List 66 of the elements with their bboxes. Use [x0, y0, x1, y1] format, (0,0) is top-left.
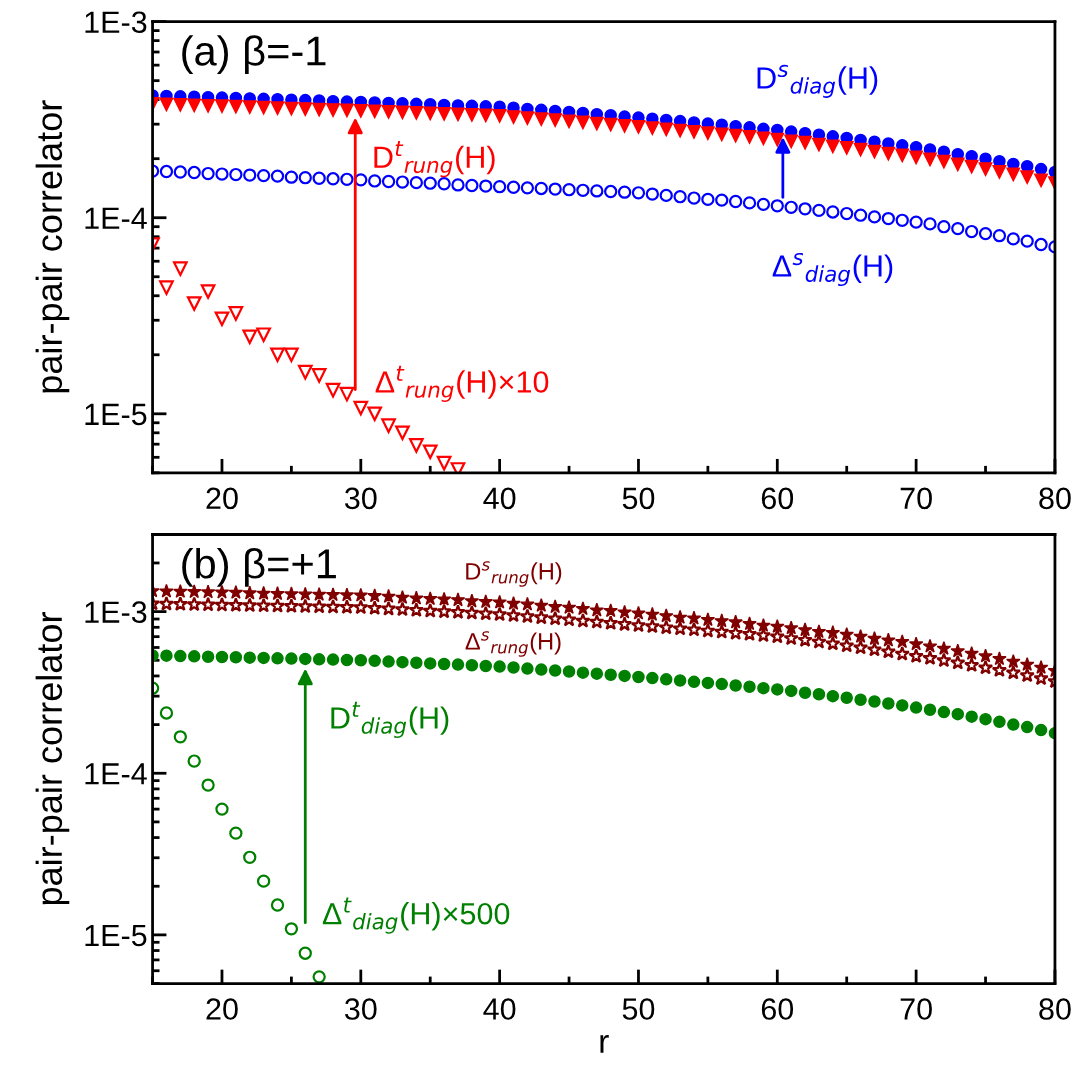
point — [270, 347, 285, 363]
annotation: Δ$^{t}$$_{diag}$(H)×500 — [322, 897, 510, 934]
chart-title: (b) β=+1 — [182, 547, 336, 587]
point — [159, 706, 174, 720]
x-tick-label: 30 — [344, 487, 377, 510]
y-tick-label: 1E-5 — [85, 924, 147, 947]
point — [395, 425, 410, 441]
x-tick-label: 20 — [206, 998, 238, 1020]
y-axis-title: pair-pair correlator — [35, 100, 70, 393]
chart-title: (a) β=-1 — [182, 35, 326, 75]
point — [436, 455, 452, 471]
point — [422, 444, 438, 460]
x-tick-label: 30 — [344, 998, 377, 1020]
x-tick-label: 60 — [761, 487, 794, 510]
point — [353, 400, 369, 416]
x-tick-label: 50 — [622, 487, 655, 510]
point — [172, 261, 188, 276]
point — [339, 386, 355, 402]
y-tick-label: 1E-4 — [85, 207, 147, 229]
point — [200, 284, 216, 299]
point — [256, 874, 271, 888]
y-tick-label: 1E-3 — [85, 601, 147, 623]
x-tick-label: 40 — [483, 998, 516, 1020]
point — [284, 922, 299, 936]
point — [229, 826, 243, 840]
point — [312, 970, 326, 984]
point — [243, 850, 257, 864]
point — [270, 898, 285, 912]
point — [311, 368, 327, 383]
point — [298, 946, 312, 960]
point — [159, 280, 174, 295]
point — [297, 364, 313, 380]
y-tick-label: 1E-3 — [85, 11, 147, 34]
point — [228, 306, 244, 321]
point — [173, 730, 187, 744]
point — [256, 327, 271, 343]
annotation: D$^{s}$$_{rung}$(H) — [466, 561, 562, 587]
point — [408, 438, 424, 453]
x-tick-label: 80 — [1039, 998, 1071, 1020]
point — [325, 382, 341, 398]
point — [187, 754, 201, 768]
annotation: Δ$^{s}$$_{rung}$(H) — [465, 631, 561, 657]
point — [201, 778, 215, 792]
x-tick-label: 20 — [206, 487, 238, 510]
y-tick-label: 1E-4 — [85, 763, 147, 785]
x-tick-label: 60 — [761, 998, 794, 1020]
annotation: D$^{t}$$_{rung}$(H) — [374, 141, 495, 178]
annotation: D$^{t}$$_{diag}$(H) — [331, 701, 449, 738]
point — [284, 347, 299, 363]
x-tick-label: 70 — [900, 998, 932, 1020]
x-tick-label: 40 — [483, 487, 516, 510]
point — [242, 329, 258, 345]
point — [367, 406, 383, 422]
point — [215, 802, 229, 816]
annotation: Δ$^{t}$$_{rung}$(H)×10 — [375, 365, 549, 402]
point — [214, 311, 230, 327]
x-tick-label: 80 — [1039, 487, 1071, 510]
annotation: Δ$^{s}$$_{diag}$(H) — [772, 252, 893, 287]
x-tick-label: 70 — [900, 487, 932, 510]
y-axis-title: pair-pair correlator — [35, 612, 70, 905]
point — [381, 418, 396, 434]
y-tick-label: 1E-5 — [85, 403, 147, 426]
annotation: D$^{s}$$_{diag}$(H) — [757, 64, 878, 98]
x-tick-label: 50 — [622, 998, 655, 1020]
point — [186, 296, 202, 311]
x-axis-title: r — [600, 1034, 609, 1053]
